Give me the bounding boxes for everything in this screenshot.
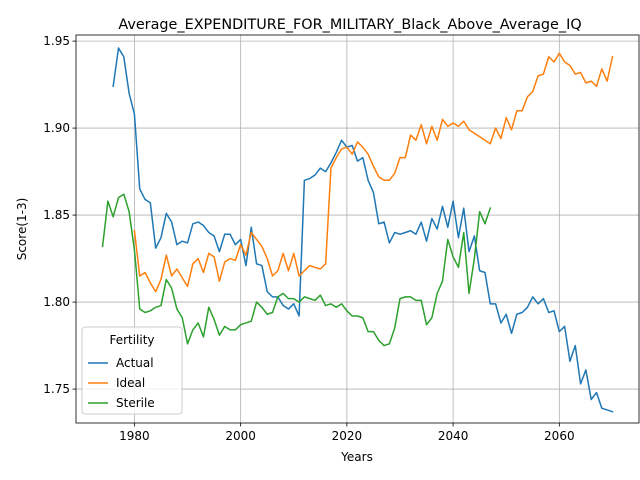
y-axis-ticks: 1.75 1.80 1.85 1.90 1.95 (43, 34, 76, 396)
x-axis-label: Years (340, 450, 373, 464)
y-tick-label: 1.80 (43, 295, 70, 309)
y-tick-label: 1.75 (43, 382, 70, 396)
legend-label-sterile: Sterile (116, 396, 155, 410)
series-lines (101, 47, 614, 413)
x-tick-label: 2000 (225, 429, 256, 443)
y-tick-label: 1.90 (43, 121, 70, 135)
y-axis-label: Score(1-3) (15, 198, 29, 261)
y-tick-label: 1.95 (43, 34, 70, 48)
y-tick-label: 1.85 (43, 208, 70, 222)
legend-box (81, 326, 183, 415)
legend-label-ideal: Ideal (116, 376, 145, 390)
series-line-sterile (101, 193, 492, 347)
series-line-ideal (133, 52, 614, 293)
chart-title: Average_EXPENDITURE_FOR_MILITARY_Black_A… (118, 17, 581, 33)
x-tick-label: 2040 (438, 429, 469, 443)
plot-frame (75, 34, 640, 424)
legend-title: Fertility (109, 333, 154, 347)
x-tick-label: 2060 (544, 429, 575, 443)
series-line-actual (112, 47, 614, 413)
x-axis-ticks: 1980 2000 2020 2040 2060 (119, 423, 575, 443)
legend-label-actual: Actual (116, 356, 154, 370)
x-tick-label: 1980 (119, 429, 150, 443)
legend: Fertility Actual Ideal Sterile (81, 326, 183, 415)
x-tick-label: 2020 (332, 429, 363, 443)
